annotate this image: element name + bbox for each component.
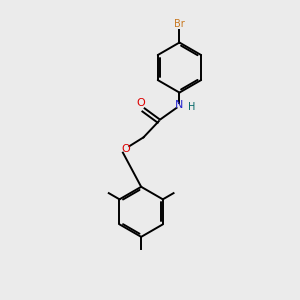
Text: O: O <box>122 144 130 154</box>
Text: N: N <box>175 100 184 110</box>
Text: O: O <box>137 98 146 108</box>
Text: H: H <box>188 102 195 112</box>
Text: Br: Br <box>174 19 185 29</box>
